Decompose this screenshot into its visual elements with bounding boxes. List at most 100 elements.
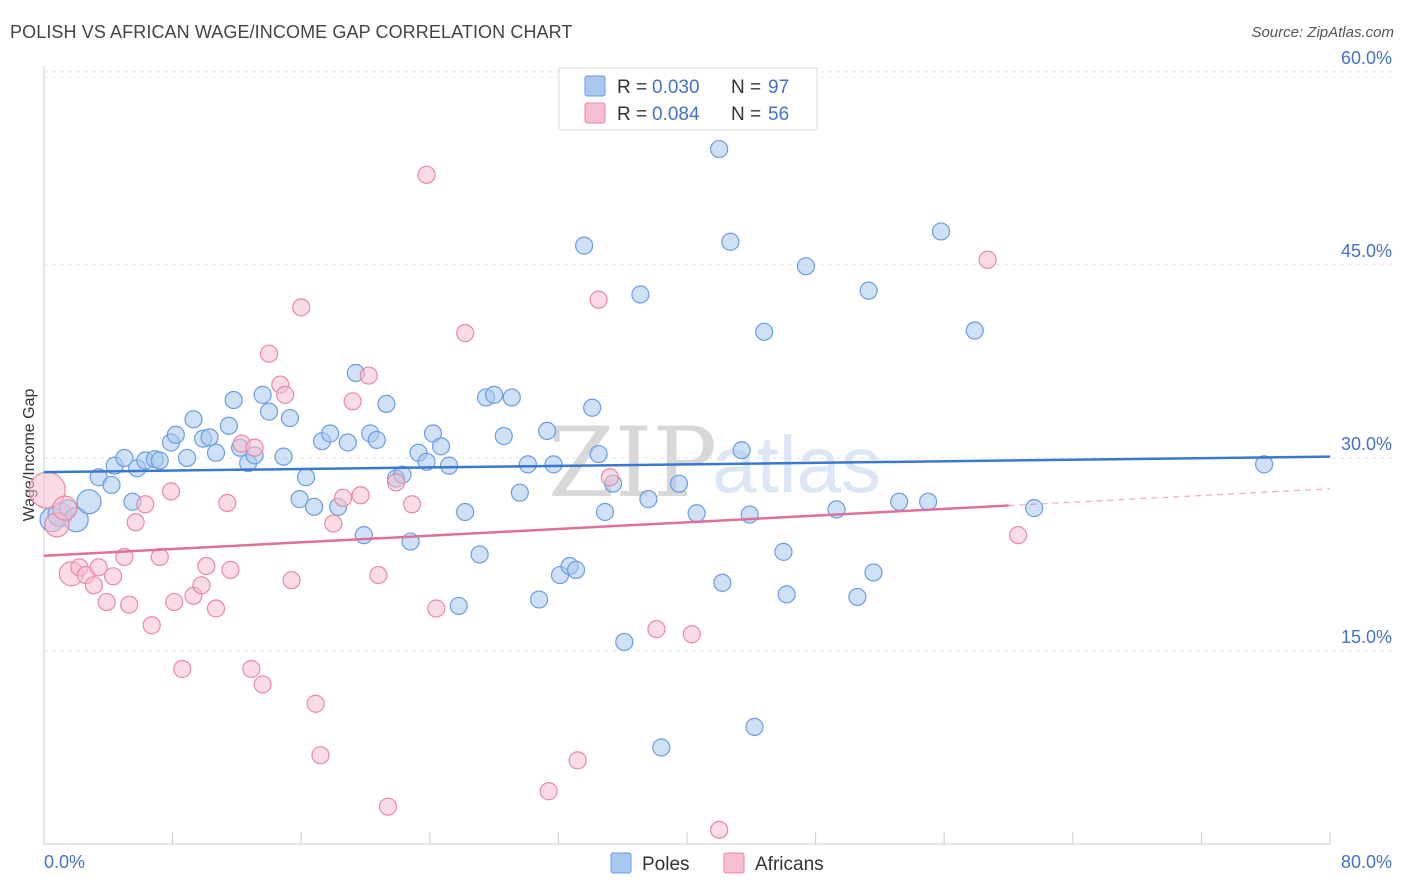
- y-tick-label: 60.0%: [1341, 48, 1392, 68]
- point-africans: [52, 495, 78, 521]
- point-poles: [796, 257, 816, 276]
- point-africans: [292, 298, 311, 317]
- point-africans: [84, 576, 103, 595]
- point-africans: [161, 482, 181, 501]
- point-africans: [351, 486, 370, 505]
- point-poles: [755, 322, 774, 341]
- point-africans: [456, 324, 475, 343]
- point-africans: [978, 250, 997, 269]
- point-poles: [417, 452, 436, 471]
- point-poles: [859, 281, 878, 300]
- point-poles: [280, 408, 300, 428]
- point-poles: [274, 447, 293, 466]
- bottom-legend-label-africans: Africans: [755, 854, 824, 875]
- y-tick-labels: 15.0% 30.0% 45.0% 60.0%: [1341, 48, 1392, 647]
- point-poles: [919, 492, 938, 511]
- legend-n-value-africans: 56: [768, 104, 789, 125]
- point-africans: [682, 625, 701, 644]
- point-africans: [311, 746, 330, 765]
- series-poles: [39, 139, 1274, 757]
- point-poles: [864, 563, 883, 582]
- chart-title: POLISH VS AFRICAN WAGE/INCOME GAP CORREL…: [10, 22, 573, 42]
- point-africans: [1009, 526, 1028, 545]
- point-poles: [321, 424, 340, 443]
- legend-r-value-africans: 0.084: [652, 104, 700, 125]
- point-poles: [965, 321, 984, 340]
- point-poles: [721, 232, 740, 251]
- point-poles: [931, 222, 951, 241]
- point-africans: [136, 495, 155, 514]
- point-poles: [1254, 455, 1274, 474]
- point-poles: [538, 421, 557, 441]
- point-poles: [423, 424, 443, 443]
- point-poles: [485, 385, 504, 404]
- point-poles: [367, 430, 386, 450]
- point-africans: [173, 659, 192, 679]
- point-poles: [449, 596, 468, 616]
- point-poles: [530, 590, 549, 609]
- point-africans: [568, 751, 587, 770]
- point-africans: [120, 595, 139, 614]
- point-africans: [218, 493, 237, 513]
- point-africans: [333, 488, 353, 507]
- y-tick-label: 45.0%: [1341, 241, 1392, 261]
- point-africans: [245, 438, 264, 457]
- legend-r-value-poles: 0.030: [652, 77, 700, 98]
- point-poles: [115, 448, 134, 468]
- point-poles: [354, 526, 373, 545]
- point-africans: [403, 495, 422, 514]
- point-poles: [510, 483, 529, 502]
- point-africans: [165, 592, 184, 612]
- legend-swatch-africans: [584, 102, 606, 124]
- trend-lines: [43, 455, 1331, 557]
- point-poles: [745, 717, 764, 736]
- x-tick-label-max: 80.0%: [1341, 852, 1392, 872]
- bottom-legend-swatch-poles: [610, 852, 632, 874]
- point-poles: [184, 410, 203, 429]
- point-africans: [253, 675, 272, 694]
- legend-r-label-poles: R =: [617, 77, 647, 98]
- point-poles: [431, 437, 451, 456]
- point-poles: [166, 425, 185, 444]
- point-poles: [253, 385, 272, 404]
- point-africans: [378, 797, 398, 816]
- point-africans: [242, 659, 261, 679]
- bottom-legend-swatch-africans: [723, 852, 745, 874]
- point-poles: [206, 443, 226, 462]
- point-africans: [104, 567, 123, 586]
- point-poles: [76, 489, 102, 515]
- point-poles: [219, 416, 238, 435]
- point-africans: [306, 694, 325, 713]
- point-africans: [417, 165, 436, 184]
- point-africans: [126, 513, 145, 532]
- point-africans: [192, 576, 211, 595]
- point-africans: [647, 619, 666, 639]
- gridlines: [44, 71, 1392, 652]
- point-africans: [324, 514, 343, 533]
- point-africans: [386, 473, 406, 492]
- point-africans: [282, 571, 301, 590]
- point-poles: [687, 504, 706, 523]
- point-africans: [427, 599, 446, 618]
- point-poles: [732, 441, 751, 460]
- point-poles: [102, 475, 121, 495]
- point-poles: [710, 139, 729, 159]
- legend-swatch-poles: [584, 75, 606, 97]
- point-poles: [713, 573, 732, 592]
- point-poles: [669, 474, 689, 493]
- legend-n-value-poles: 97: [768, 77, 789, 98]
- point-poles: [439, 456, 459, 475]
- y-tick-label: 15.0%: [1341, 627, 1392, 647]
- point-africans: [539, 782, 558, 801]
- point-poles: [377, 394, 396, 413]
- x-tick-marks: [172, 832, 1331, 844]
- point-poles: [200, 428, 219, 447]
- source-credit: Source: ZipAtlas.com: [1251, 24, 1394, 41]
- point-poles: [774, 542, 793, 561]
- series-africans: [28, 165, 1028, 839]
- point-poles: [304, 497, 324, 516]
- point-poles: [890, 492, 909, 511]
- trend-line-poles: [43, 455, 1331, 474]
- point-poles: [494, 426, 513, 446]
